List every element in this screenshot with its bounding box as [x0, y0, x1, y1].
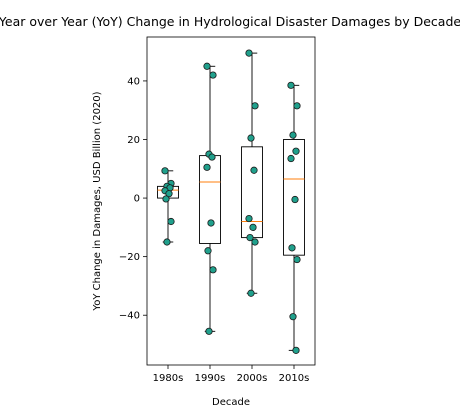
box-body: [283, 139, 305, 256]
data-point: [162, 195, 170, 203]
data-point: [209, 71, 217, 79]
data-point: [292, 346, 300, 354]
box-2000s: [241, 49, 263, 297]
y-tick-label: −20: [119, 252, 140, 263]
x-tick-label: 2010s: [279, 373, 310, 384]
data-point: [251, 102, 259, 110]
data-point: [247, 289, 255, 297]
data-point: [289, 131, 297, 139]
data-point: [288, 244, 296, 252]
box-2010s: [283, 81, 305, 354]
data-point: [287, 154, 295, 163]
data-point: [245, 49, 253, 57]
data-point: [246, 234, 254, 242]
data-point: [165, 190, 173, 198]
data-point: [209, 266, 217, 274]
data-point: [161, 167, 169, 175]
data-point: [247, 134, 255, 142]
data-point: [205, 327, 213, 335]
x-tick-label: 1990s: [195, 373, 226, 384]
data-point: [250, 166, 258, 174]
chart-marks: [157, 49, 305, 354]
x-tick-label: 1980s: [153, 373, 184, 384]
plot-area-frame: [146, 36, 316, 366]
data-point: [289, 313, 297, 321]
chart-title: Year over Year (YoY) Change in Hydrologi…: [0, 14, 460, 29]
data-point: [167, 217, 175, 226]
data-point: [245, 214, 253, 223]
x-axis: 1980s 1990s 2000s 2010s: [153, 365, 310, 384]
box-1980s: [157, 167, 179, 246]
data-point: [293, 102, 301, 110]
data-point: [163, 238, 171, 246]
data-point: [293, 255, 301, 264]
y-axis-label: YoY Change in Damages, USD Billion (2020…: [92, 91, 103, 311]
y-tick-label: 40: [127, 76, 140, 87]
data-point: [203, 163, 211, 171]
x-axis-label: Decade: [212, 397, 250, 408]
data-point: [251, 238, 259, 246]
x-tick-label: 2000s: [237, 373, 268, 384]
data-point: [249, 223, 257, 231]
y-tick-label: 0: [134, 194, 140, 205]
data-point: [204, 247, 212, 255]
y-axis: −40 −20 0 20 40: [119, 76, 147, 322]
box-1990s: [199, 62, 221, 335]
data-point: [208, 153, 216, 161]
data-point: [287, 81, 295, 89]
data-point: [292, 147, 300, 155]
data-point: [203, 62, 211, 70]
y-tick-label: −40: [119, 311, 140, 322]
data-point: [291, 195, 299, 204]
y-tick-label: 20: [127, 135, 140, 146]
data-point: [207, 219, 215, 227]
